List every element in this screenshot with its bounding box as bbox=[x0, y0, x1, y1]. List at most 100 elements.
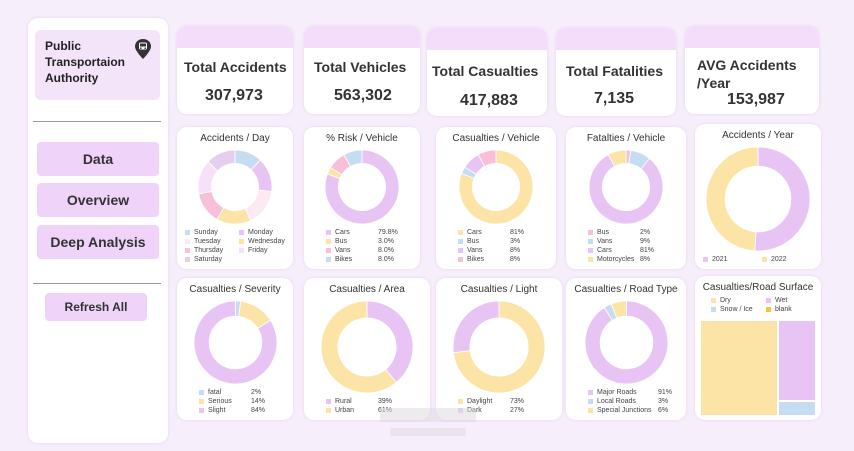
legend-label: Saturday bbox=[194, 256, 223, 263]
kpi-total-accidents: Total Accidents 307,973 bbox=[177, 26, 293, 114]
legend-swatch bbox=[766, 298, 771, 303]
kpi-band bbox=[177, 26, 293, 48]
legend-value: 84% bbox=[251, 407, 266, 414]
legend-swatch bbox=[185, 257, 190, 262]
kpi-value: 563,302 bbox=[334, 87, 392, 104]
legend-value: 3% bbox=[658, 398, 669, 405]
legend-swatch bbox=[458, 257, 463, 262]
donut-slice-special-junctions bbox=[610, 300, 627, 319]
nav-data-button[interactable]: Data bbox=[37, 142, 159, 176]
legend-item: Cars 79.8% bbox=[326, 228, 414, 237]
legend-value: 73% bbox=[510, 398, 525, 405]
chart-legend: Cars 81% Bus 3% Vans 8% Bikes 8% bbox=[458, 228, 550, 264]
chart-title: % Risk / Vehicle bbox=[326, 133, 398, 144]
legend-value: 81% bbox=[510, 229, 525, 236]
legend-label: Wednesday bbox=[248, 238, 285, 245]
donut-slice-cars bbox=[458, 149, 534, 225]
legend-value: 39% bbox=[378, 398, 393, 405]
kpi-value: 7,135 bbox=[594, 90, 635, 107]
legend-label: fatal bbox=[208, 389, 222, 396]
legend-swatch bbox=[326, 230, 331, 235]
legend-label: Wet bbox=[775, 297, 788, 304]
legend-swatch bbox=[458, 248, 463, 253]
legend-item: Friday bbox=[239, 246, 289, 255]
refresh-all-button[interactable]: Refresh All bbox=[45, 293, 147, 321]
org-card: Public Transportaion Authority bbox=[35, 30, 160, 100]
legend-swatch bbox=[588, 257, 593, 262]
legend-label: Vans bbox=[467, 247, 483, 254]
legend-label: Major Roads bbox=[597, 389, 637, 396]
legend-swatch bbox=[199, 408, 204, 413]
donut-slice-bikes bbox=[477, 149, 497, 167]
nav-overview-button[interactable]: Overview bbox=[37, 183, 159, 217]
legend-item: Slight 84% bbox=[199, 406, 287, 415]
kpi-value: 307,973 bbox=[205, 87, 263, 104]
divider bbox=[33, 121, 161, 122]
legend-item: Daylight 73% bbox=[458, 397, 556, 406]
donut-chart bbox=[588, 149, 664, 225]
donut-chart bbox=[320, 300, 414, 394]
kpi-band bbox=[556, 28, 676, 50]
chart-title: Accidents / Day bbox=[200, 133, 270, 144]
donut-slice-cars bbox=[588, 154, 664, 225]
donut-slice-daylight bbox=[452, 300, 546, 394]
donut-slice-rural bbox=[366, 300, 414, 383]
legend-swatch bbox=[239, 239, 244, 244]
legend-swatch bbox=[588, 230, 593, 235]
chart-legend: fatal 2% Serious 14% Slight 84% bbox=[199, 388, 287, 415]
legend-value: 8.0% bbox=[378, 256, 394, 263]
donut-chart bbox=[452, 300, 546, 394]
donut-slice-2022 bbox=[705, 146, 759, 252]
legend-swatch bbox=[185, 230, 190, 235]
legend-swatch bbox=[711, 298, 716, 303]
legend-item: Vans 8% bbox=[458, 246, 550, 255]
legend-label: Slight bbox=[208, 407, 226, 414]
donut-slice-bikes bbox=[343, 149, 363, 167]
kpi-label: Total Fatalities bbox=[566, 63, 663, 79]
legend-label: Thursday bbox=[194, 247, 224, 254]
treemap-cell-wet bbox=[777, 320, 816, 402]
legend-swatch bbox=[326, 399, 331, 404]
donut-slice-tuesday bbox=[244, 189, 273, 221]
org-name: Public Transportaion Authority bbox=[45, 39, 126, 85]
donut-chart bbox=[584, 300, 668, 385]
treemap-cell-dry bbox=[700, 320, 778, 416]
legend-swatch bbox=[326, 239, 331, 244]
legend-label: Special Junctions bbox=[597, 407, 652, 414]
kpi-avg-accidents-year: AVG Accidents /Year 153,987 bbox=[685, 26, 819, 114]
legend-swatch bbox=[239, 230, 244, 235]
chart-accidents-per-year: Accidents / Year 2021 2022 bbox=[695, 124, 821, 269]
donut-slice-saturday bbox=[207, 149, 236, 172]
donut-chart bbox=[197, 149, 273, 225]
chart-legend: 2021 2022 bbox=[703, 255, 817, 264]
chart-title: Casualties / Light bbox=[460, 284, 538, 295]
legend-value: 81% bbox=[640, 247, 655, 254]
kpi-label: Total Casualties bbox=[432, 63, 539, 79]
legend-item: Sunday bbox=[185, 228, 235, 237]
legend-label: Dry bbox=[720, 297, 731, 304]
legend-value: 27% bbox=[510, 407, 525, 414]
legend-label: Vans bbox=[597, 238, 613, 245]
donut-chart bbox=[193, 300, 277, 385]
chart-title: Casualties / Vehicle bbox=[452, 133, 540, 144]
donut-slice-2021 bbox=[754, 146, 811, 252]
legend-item: fatal 2% bbox=[199, 388, 287, 397]
kpi-band bbox=[304, 26, 420, 48]
legend-item: Wednesday bbox=[239, 237, 289, 246]
nav-deep-analysis-button[interactable]: Deep Analysis bbox=[37, 225, 159, 259]
donut-slice-motorcycles bbox=[607, 149, 627, 167]
chart-risk-per-vehicle: % Risk / Vehicle Cars 79.8% Bus 3.0% Vans 8.0%… bbox=[304, 127, 420, 269]
chart-title: Casualties / Area bbox=[329, 284, 405, 295]
legend-label: Monday bbox=[248, 229, 273, 236]
legend-swatch bbox=[703, 257, 708, 262]
legend-value: 8% bbox=[510, 247, 521, 254]
legend-swatch bbox=[326, 408, 331, 413]
kpi-value: 417,883 bbox=[460, 92, 518, 109]
legend-value: 79.8% bbox=[378, 229, 398, 236]
legend-item: 2021 bbox=[703, 255, 758, 264]
legend-swatch bbox=[762, 257, 767, 262]
legend-swatch bbox=[458, 230, 463, 235]
legend-swatch bbox=[458, 239, 463, 244]
legend-label: Sunday bbox=[194, 229, 218, 236]
legend-swatch bbox=[711, 307, 716, 312]
